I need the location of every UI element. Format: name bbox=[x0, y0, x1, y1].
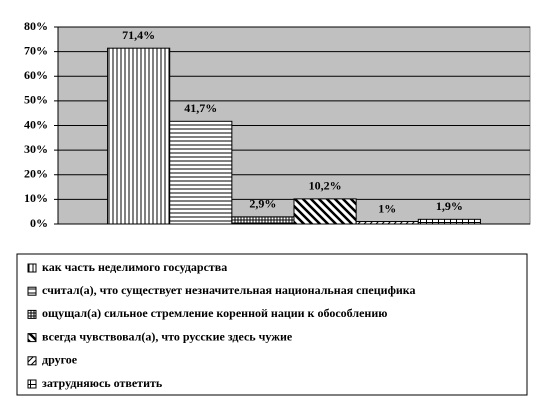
legend-box bbox=[16, 253, 528, 396]
legend-label: затрудняюсь ответить bbox=[42, 376, 163, 390]
data-label: 1,9% bbox=[436, 199, 463, 213]
y-tick-label: 70% bbox=[24, 43, 48, 57]
bar bbox=[355, 221, 419, 225]
y-tick-label: 60% bbox=[24, 68, 48, 82]
legend-label: как часть неделимого государства bbox=[42, 260, 227, 274]
y-tick-label: 50% bbox=[24, 93, 48, 107]
bar bbox=[107, 47, 171, 225]
legend-label: другое bbox=[42, 353, 78, 367]
bar bbox=[417, 218, 481, 225]
data-label: 2,9% bbox=[249, 197, 276, 211]
legend-swatch bbox=[27, 309, 37, 319]
legend-swatch bbox=[27, 286, 37, 296]
bar bbox=[231, 216, 295, 225]
data-label: 10,2% bbox=[309, 179, 342, 193]
y-tick-label: 40% bbox=[24, 117, 48, 131]
legend-swatch bbox=[27, 356, 37, 366]
y-tick-label: 30% bbox=[24, 142, 48, 156]
data-label: 1% bbox=[378, 201, 396, 215]
data-label: 41,7% bbox=[184, 101, 217, 115]
data-label: 71,4% bbox=[122, 28, 155, 42]
legend-swatch bbox=[27, 263, 37, 273]
legend-swatch bbox=[27, 379, 37, 389]
legend-label: всегда чувствовал(а), что русские здесь … bbox=[42, 329, 293, 343]
bar bbox=[169, 120, 233, 225]
bar bbox=[293, 198, 357, 225]
legend-swatch bbox=[27, 333, 37, 343]
y-tick-label: 20% bbox=[24, 167, 48, 181]
legend-label: считал(а), что существует незначительная… bbox=[42, 283, 416, 297]
y-tick-label: 80% bbox=[24, 19, 48, 33]
y-tick-label: 10% bbox=[24, 191, 48, 205]
y-tick-label: 0% bbox=[30, 216, 48, 230]
legend-label: ощущал(а) сильное стремление коренной на… bbox=[42, 306, 387, 320]
